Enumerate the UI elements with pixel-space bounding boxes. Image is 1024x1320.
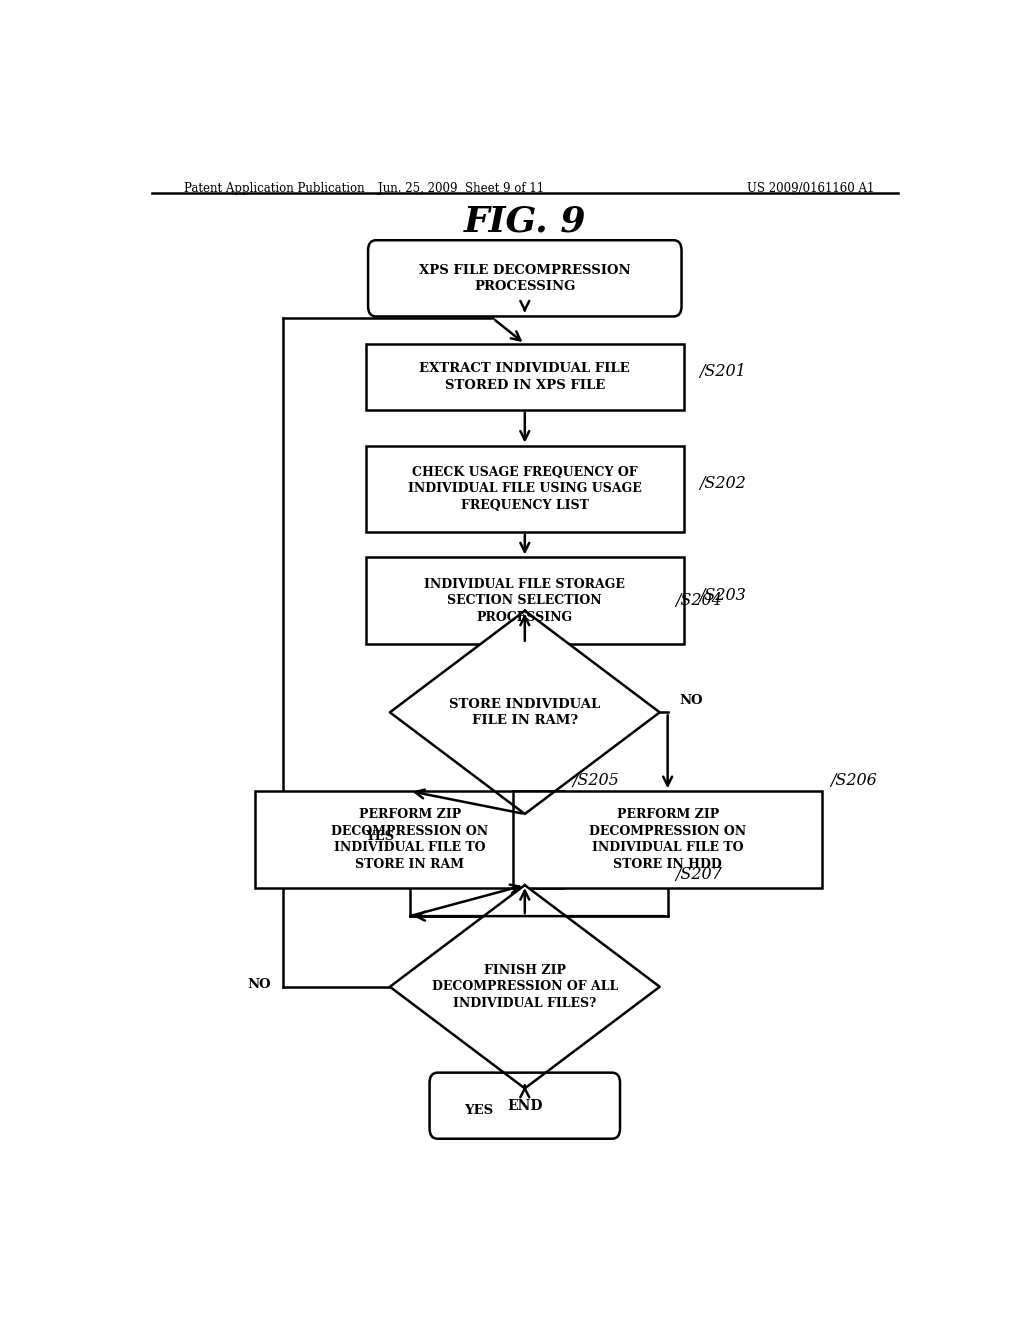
Text: /S207: /S207 (676, 866, 722, 883)
Text: Patent Application Publication: Patent Application Publication (183, 182, 365, 195)
Text: STORE INDIVIDUAL
FILE IN RAM?: STORE INDIVIDUAL FILE IN RAM? (450, 697, 600, 727)
Text: PERFORM ZIP
DECOMPRESSION ON
INDIVIDUAL FILE TO
STORE IN RAM: PERFORM ZIP DECOMPRESSION ON INDIVIDUAL … (331, 808, 488, 871)
FancyBboxPatch shape (430, 1073, 620, 1139)
Bar (367, 557, 684, 644)
Text: INDIVIDUAL FILE STORAGE
SECTION SELECTION
PROCESSING: INDIVIDUAL FILE STORAGE SECTION SELECTIO… (424, 578, 626, 623)
Text: /S202: /S202 (699, 475, 746, 492)
Text: FIG. 9: FIG. 9 (464, 205, 586, 238)
Text: /S205: /S205 (572, 772, 620, 789)
Text: /S204: /S204 (676, 593, 722, 609)
Text: /S203: /S203 (699, 587, 746, 605)
Bar (513, 791, 822, 887)
Bar (367, 446, 684, 532)
Text: NO: NO (247, 978, 270, 991)
Bar (255, 791, 564, 887)
Text: YES: YES (365, 830, 394, 843)
Text: PERFORM ZIP
DECOMPRESSION ON
INDIVIDUAL FILE TO
STORE IN HDD: PERFORM ZIP DECOMPRESSION ON INDIVIDUAL … (589, 808, 746, 871)
Text: US 2009/0161160 A1: US 2009/0161160 A1 (746, 182, 874, 195)
Text: CHECK USAGE FREQUENCY OF
INDIVIDUAL FILE USING USAGE
FREQUENCY LIST: CHECK USAGE FREQUENCY OF INDIVIDUAL FILE… (408, 466, 642, 512)
Text: NO: NO (680, 693, 703, 706)
Bar (367, 345, 684, 411)
Text: /S206: /S206 (830, 772, 878, 789)
Text: END: END (507, 1098, 543, 1113)
FancyBboxPatch shape (368, 240, 682, 317)
Text: FINISH ZIP
DECOMPRESSION OF ALL
INDIVIDUAL FILES?: FINISH ZIP DECOMPRESSION OF ALL INDIVIDU… (432, 964, 617, 1010)
Text: XPS FILE DECOMPRESSION
PROCESSING: XPS FILE DECOMPRESSION PROCESSING (419, 264, 631, 293)
Text: Jun. 25, 2009  Sheet 9 of 11: Jun. 25, 2009 Sheet 9 of 11 (378, 182, 545, 195)
Text: YES: YES (464, 1105, 494, 1117)
Text: EXTRACT INDIVIDUAL FILE
STORED IN XPS FILE: EXTRACT INDIVIDUAL FILE STORED IN XPS FI… (420, 362, 630, 392)
Polygon shape (390, 611, 659, 814)
Polygon shape (390, 886, 659, 1089)
Text: /S201: /S201 (699, 363, 746, 380)
